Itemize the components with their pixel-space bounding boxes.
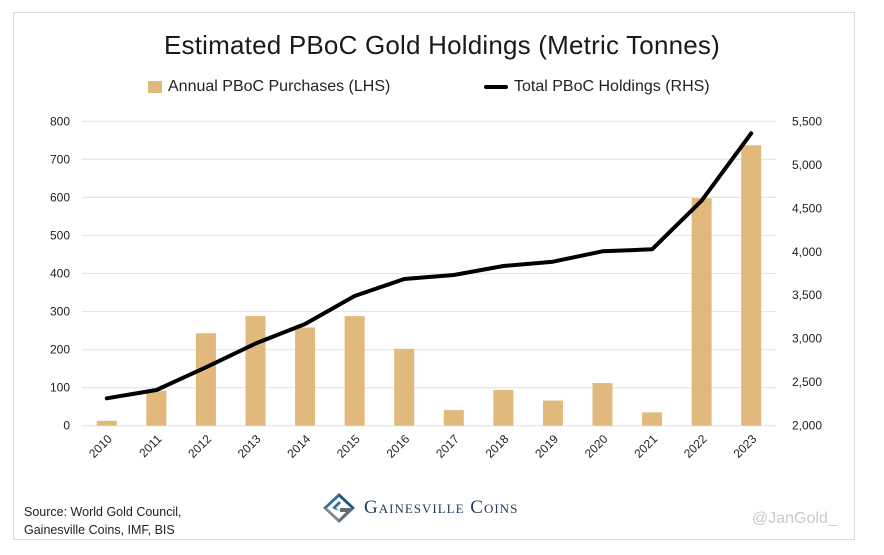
x-tick-label: 2019 [532,432,561,461]
right-tick-label: 2,500 [792,375,822,389]
x-tick-label: 2021 [631,432,660,461]
bar-2018 [493,389,514,426]
x-tick-label: 2015 [334,432,363,461]
bar-2023 [741,145,762,426]
x-tick-label: 2023 [731,432,760,461]
left-tick-label: 700 [50,152,70,166]
left-tick-label: 200 [50,343,70,357]
source-note: Source: World Gold Council, Gainesville … [24,503,181,539]
x-tick-label: 2016 [384,432,413,461]
bar-2012 [195,333,216,426]
left-tick-label: 0 [63,419,70,433]
bar-2022 [691,198,712,426]
x-tick-label: 2018 [483,432,512,461]
legend-swatch-bar [148,81,162,93]
bar-2020 [592,383,613,426]
source-line-1: Source: World Gold Council, [24,505,182,519]
legend-item-holdings: Total PBoC Holdings (RHS) [484,78,710,96]
right-tick-label: 4,500 [792,201,822,215]
bar-2013 [245,316,266,426]
left-axis-ticks: 0 100 200 300 400 500 600 700 800 [50,114,70,432]
holdings-line [104,131,754,401]
watermark: @JanGold_ [752,510,837,527]
bar-2015 [344,316,365,426]
x-tick-label: 2014 [284,432,313,461]
bar-2017 [443,410,464,426]
bar-2010 [96,420,117,426]
right-tick-label: 2,000 [792,419,822,433]
x-tick-label: 2017 [433,432,462,461]
left-tick-label: 500 [50,228,70,242]
legend-swatch-line [484,85,508,89]
x-tick-label: 2020 [582,432,611,461]
gainesville-coins-logo: Gainesville Coins [322,492,518,524]
left-tick-label: 300 [50,305,70,319]
gridlines [82,120,776,427]
right-tick-label: 5,500 [792,114,822,128]
x-tick-label: 2011 [136,432,164,460]
gainesville-coins-logo-icon [323,493,355,523]
x-tick-label: 2013 [235,432,264,461]
left-tick-label: 800 [50,114,70,128]
left-tick-label: 400 [50,267,70,281]
right-tick-label: 4,000 [792,245,822,259]
bar-2019 [542,400,563,426]
source-line-2: Gainesville Coins, IMF, BIS [24,523,175,537]
left-tick-label: 100 [50,381,70,395]
legend-label-purchases: Annual PBoC Purchases (LHS) [168,78,391,95]
x-tick-label: 2012 [185,432,214,461]
legend-item-purchases: Annual PBoC Purchases (LHS) [148,78,390,96]
x-tick-label: 2010 [86,432,115,461]
holdings-line-path [104,131,754,401]
bar-2021 [642,412,663,426]
right-tick-label: 5,000 [792,158,822,172]
right-axis-ticks: 2,000 2,500 3,000 3,500 4,000 4,500 5,000 5,500 [792,114,822,432]
right-tick-label: 3,000 [792,332,822,346]
bars [96,145,762,426]
bar-2016 [394,348,415,426]
left-tick-label: 600 [50,190,70,204]
x-tick-label: 2022 [681,432,710,461]
x-axis-ticks: 2010 2011 2012 2013 2014 2015 2016 2017 2018 2019… [86,432,759,461]
chart-title: Estimated PBoC Gold Holdings (Metric Ton… [164,30,720,60]
legend-label-holdings: Total PBoC Holdings (RHS) [514,78,710,95]
bar-2014 [295,327,316,426]
bar-2011 [146,390,167,426]
logo-text: Gainesville Coins [364,497,519,518]
right-tick-label: 3,500 [792,288,822,302]
